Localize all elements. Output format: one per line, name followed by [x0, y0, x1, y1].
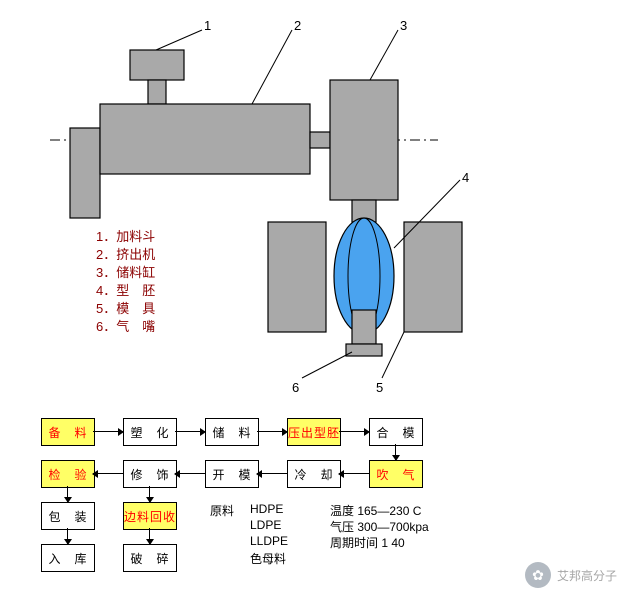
svg-text:6: 6	[292, 380, 299, 395]
flow-row2-1: 修 饰	[123, 460, 177, 488]
legend-item-2: 2．挤出机	[96, 244, 155, 263]
flow-arrow	[175, 473, 205, 474]
flow-row3-0: 包 装	[41, 502, 95, 530]
flow-row4-1: 破 碎	[123, 544, 177, 572]
spec-material-3: 色母料	[250, 550, 286, 567]
machine-diagram: 1 2 3 4 5 6	[0, 0, 631, 400]
legend-item-6: 6．气 嘴	[96, 316, 155, 335]
spec-param-1: 气压 300—700kpa	[330, 518, 429, 535]
flow-row2-3: 冷 却	[287, 460, 341, 488]
svg-text:1: 1	[204, 18, 211, 33]
flow-arrow	[93, 431, 123, 432]
legend-item-5: 5．模 具	[96, 298, 155, 317]
flow-row3-1: 边料回收	[123, 502, 177, 530]
svg-text:5: 5	[376, 380, 383, 395]
spec-param-0: 温度 165—230 C	[330, 502, 421, 519]
flow-arrow	[67, 528, 68, 544]
watermark-text: 艾邦高分子	[557, 567, 617, 584]
spec-material-2: LLDPE	[250, 534, 288, 548]
svg-text:3: 3	[400, 18, 407, 33]
flow-arrow	[339, 431, 369, 432]
flow-row1-4: 合 模	[369, 418, 423, 446]
flow-arrow	[149, 486, 150, 502]
watermark-icon: ✿	[525, 562, 551, 588]
legend-item-3: 3．储料缸	[96, 262, 155, 281]
legend-item-1: 1．加料斗	[96, 226, 155, 245]
flow-row1-0: 备 料	[41, 418, 95, 446]
flow-row2-4: 吹 气	[369, 460, 423, 488]
flow-arrow	[93, 473, 123, 474]
flow-arrow	[257, 473, 287, 474]
flow-arrow	[149, 528, 150, 544]
spec-param-2: 周期时间 1 40	[330, 534, 405, 551]
spec-material-0: HDPE	[250, 502, 283, 516]
flow-row1-1: 塑 化	[123, 418, 177, 446]
flow-row2-0: 检 验	[41, 460, 95, 488]
flow-row1-3: 压出型胚	[287, 418, 341, 446]
svg-text:2: 2	[294, 18, 301, 33]
flow-arrow	[67, 486, 68, 502]
flow-arrow	[175, 431, 205, 432]
flow-row2-2: 开 模	[205, 460, 259, 488]
flow-arrow	[395, 444, 396, 460]
spec-label: 原料	[210, 502, 234, 519]
flow-row4-0: 入 库	[41, 544, 95, 572]
flow-arrow	[339, 473, 369, 474]
spec-material-1: LDPE	[250, 518, 281, 532]
svg-text:4: 4	[462, 170, 469, 185]
flow-row1-2: 储 料	[205, 418, 259, 446]
flow-arrow	[257, 431, 287, 432]
legend-item-4: 4．型 胚	[96, 280, 155, 299]
watermark: ✿ 艾邦高分子	[525, 562, 617, 588]
